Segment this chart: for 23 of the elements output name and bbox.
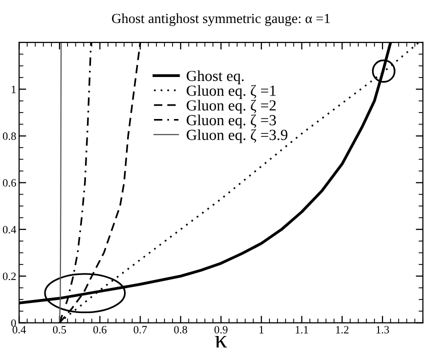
x-tick-label: 1 [260, 326, 264, 334]
x-tick-label: 1.1 [296, 326, 308, 334]
legend-label: Ghost eq. [186, 70, 244, 84]
y-tick-label: 0.8 [2, 132, 16, 140]
y-tick-label: 0.2 [2, 272, 16, 280]
x-tick-label: 1.3 [376, 326, 390, 334]
line-series [58, 42, 62, 323]
x-axis-title: κ [215, 336, 227, 348]
x-tick-label: 1.2 [336, 326, 348, 334]
chart-title: Ghost antighost symmetric gauge: α =1 [112, 13, 330, 26]
x-tick-label: 0.5 [52, 326, 66, 334]
x-tick-label: 0.6 [93, 326, 106, 334]
y-tick-label: 1 [12, 86, 16, 94]
legend-label: Gluon eq. ζ =1 [186, 84, 276, 99]
x-tick-label: 0.7 [134, 326, 147, 334]
legend-label: Gluon eq. ζ =3 [186, 114, 276, 128]
legend-label: Gluon eq. ζ =3.9 [186, 129, 288, 144]
y-tick-label: 0.6 [2, 179, 16, 187]
x-tick-label: 0.8 [174, 326, 188, 334]
x-tick-label: 0.9 [214, 326, 228, 334]
y-tick-label: 0 [11, 319, 16, 327]
y-tick-label: 0.4 [2, 226, 16, 234]
legend-label: Gluon eq. ζ =2 [186, 100, 276, 114]
